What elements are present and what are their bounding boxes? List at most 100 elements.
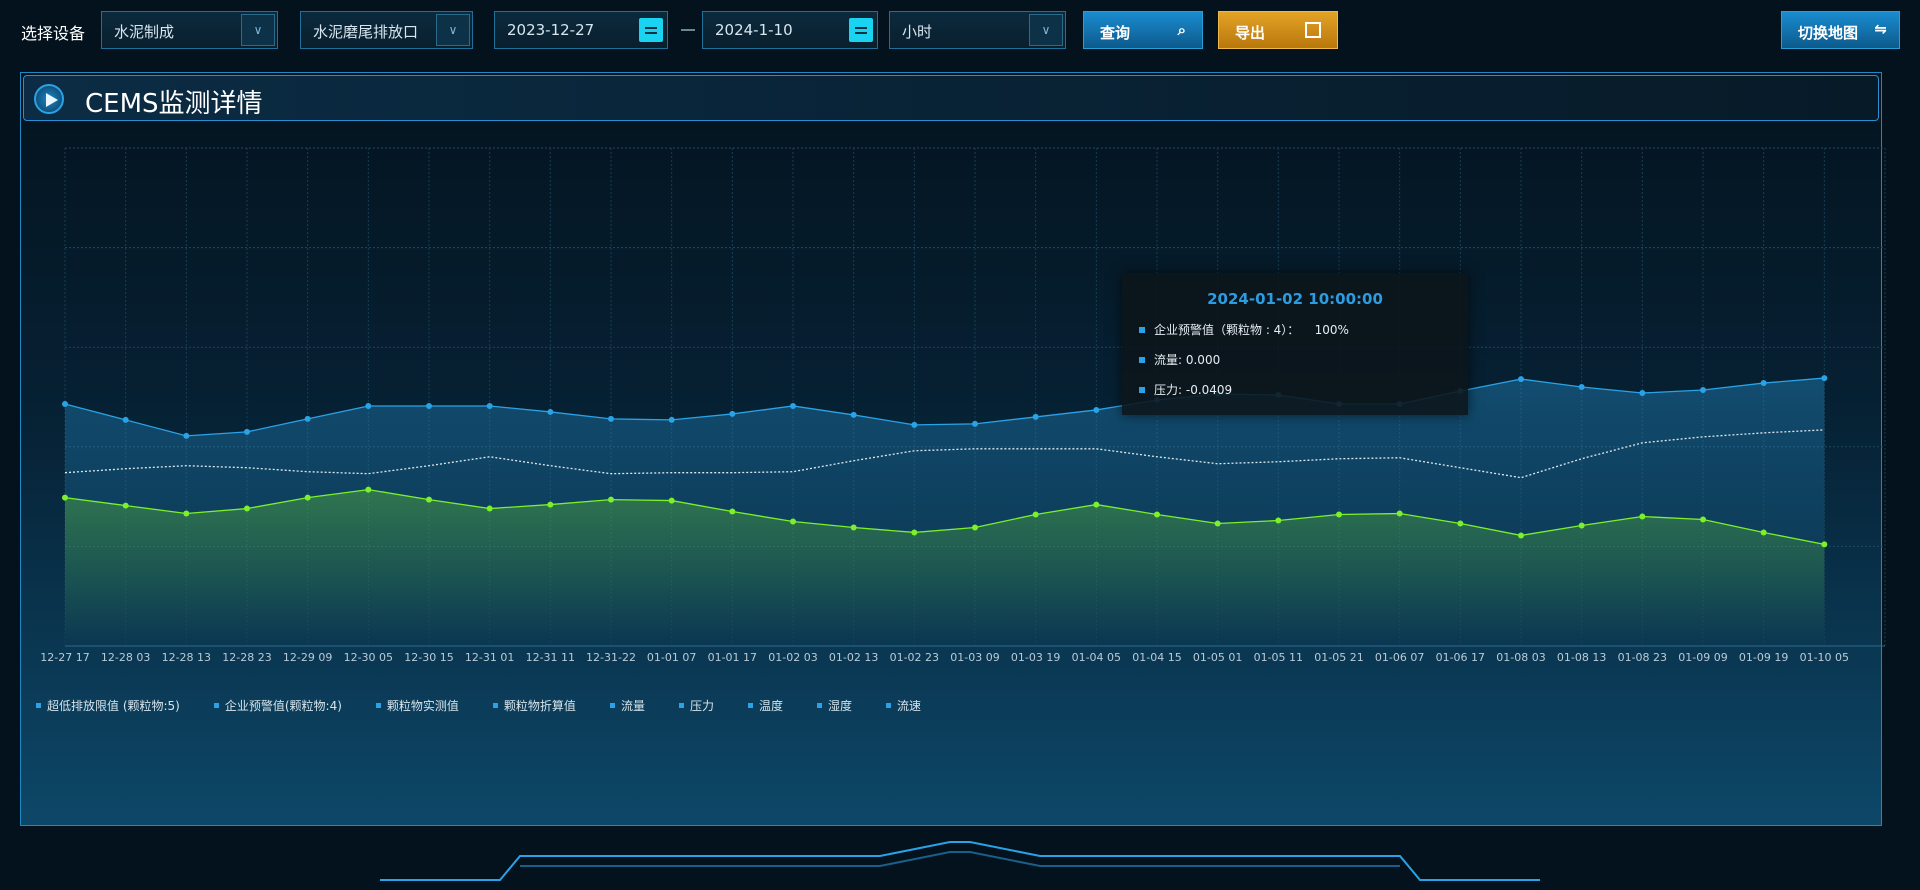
legend-marker-icon <box>375 703 381 708</box>
legend-item[interactable]: 压力 <box>678 697 714 714</box>
legend-item[interactable]: 颗粒物折算值 <box>492 697 576 714</box>
panel-title: CEMS监测详情 <box>85 89 263 119</box>
data-point <box>1518 376 1524 383</box>
data-point <box>1214 520 1221 527</box>
data-point <box>1639 390 1646 397</box>
legend-marker-icon <box>213 703 219 708</box>
x-tick-label: 12-31-22 <box>586 651 636 664</box>
legend-marker-icon <box>492 703 498 708</box>
data-point <box>1760 529 1767 536</box>
search-icon: ⌕ <box>1177 21 1186 39</box>
data-point <box>790 402 796 409</box>
end-date-value: 2024-1-10 <box>715 21 793 39</box>
data-point <box>1821 541 1828 548</box>
x-tick-label: 12-30 05 <box>344 651 393 664</box>
data-point <box>304 415 311 422</box>
x-tick-label: 12-29 09 <box>283 651 332 664</box>
device-select[interactable]: 水泥制成 ∨ <box>101 11 278 49</box>
x-tick-label: 12-31 11 <box>526 651 575 664</box>
calendar-icon[interactable] <box>849 18 873 42</box>
start-date-input[interactable]: 2023-12-27 <box>494 11 668 49</box>
x-tick-label: 01-06 07 <box>1375 651 1424 664</box>
legend-item[interactable]: 流量 <box>609 697 645 714</box>
legend-marker-icon <box>816 703 822 708</box>
x-tick-label: 01-08 03 <box>1496 651 1545 664</box>
outlet-select[interactable]: 水泥磨尾排放口 ∨ <box>300 11 473 49</box>
query-label: 查询 <box>1100 24 1131 42</box>
legend-item[interactable]: 温度 <box>747 697 783 714</box>
x-tick-label: 01-02 13 <box>829 651 878 664</box>
date-range-separator <box>681 29 695 31</box>
legend-item[interactable]: 企业预警值(颗粒物:4) <box>213 697 342 714</box>
calendar-icon[interactable] <box>639 18 663 42</box>
legend-marker-icon <box>886 703 891 708</box>
data-point <box>1093 501 1100 508</box>
data-point <box>668 497 675 504</box>
data-point <box>729 410 736 417</box>
data-point <box>1821 375 1828 382</box>
x-tick-label: 01-05 21 <box>1314 651 1363 664</box>
switch-map-button[interactable]: 切换地图 ⇋ <box>1781 11 1900 49</box>
end-date-input[interactable]: 2024-1-10 <box>702 11 878 49</box>
switch-map-label: 切换地图 <box>1798 24 1859 42</box>
legend-item[interactable]: 湿度 <box>816 697 852 714</box>
chart-tooltip: 2024-01-02 10:00:00 企业预警值（颗粒物 : 4）： 100%… <box>1122 273 1468 415</box>
x-tick-label: 01-09 19 <box>1739 651 1788 664</box>
panel-header: CEMS监测详情 <box>23 75 1879 121</box>
legend-label: 颗粒物实测值 <box>386 699 459 713</box>
data-point <box>547 408 554 415</box>
marker-icon <box>1139 356 1145 363</box>
chevron-down-icon[interactable]: ∨ <box>436 14 470 46</box>
series-line <box>64 429 1825 479</box>
start-date-value: 2023-12-27 <box>507 21 595 39</box>
legend-item[interactable]: 超低排放限值 (颗粒物:5) <box>36 697 180 714</box>
data-point <box>1700 387 1706 394</box>
data-point <box>486 402 493 409</box>
data-point <box>608 496 614 503</box>
x-tick-label: 01-01 07 <box>647 651 696 664</box>
query-button[interactable]: 查询 ⌕ <box>1083 11 1203 49</box>
data-point <box>426 402 432 409</box>
tooltip-row: 流量: 0.000 <box>1139 351 1468 368</box>
data-point <box>972 524 978 531</box>
data-point <box>1457 520 1464 527</box>
data-point <box>1032 511 1039 518</box>
data-point <box>911 421 918 428</box>
x-tick-label: 01-01 17 <box>708 651 757 664</box>
legend-marker-icon <box>678 703 684 708</box>
x-tick-label: 01-04 15 <box>1132 651 1181 664</box>
marker-icon <box>1139 386 1145 393</box>
data-point <box>304 494 311 501</box>
legend-label: 流量 <box>620 699 645 713</box>
export-button[interactable]: 导出 <box>1218 11 1338 49</box>
interval-select-value: 小时 <box>902 23 933 41</box>
legend-label: 压力 <box>689 699 714 713</box>
data-point <box>183 510 190 517</box>
x-tick-label: 01-03 09 <box>950 651 999 664</box>
chevron-down-icon[interactable]: ∨ <box>1029 14 1063 46</box>
data-point <box>608 415 614 422</box>
x-tick-label: 01-10 05 <box>1800 651 1849 664</box>
x-tick-label: 01-03 19 <box>1011 651 1060 664</box>
chevron-down-icon[interactable]: ∨ <box>241 14 275 46</box>
data-point <box>547 501 554 508</box>
data-point <box>122 502 129 509</box>
data-point <box>62 494 68 501</box>
legend-marker-icon <box>609 703 615 708</box>
legend-marker-icon <box>747 703 753 708</box>
legend-label: 流速 <box>897 699 922 713</box>
data-point <box>1093 406 1100 413</box>
x-tick-label: 12-27 17 <box>40 651 89 664</box>
x-tick-label: 01-02 03 <box>768 651 817 664</box>
legend-item[interactable]: 流速 <box>886 697 921 714</box>
data-point <box>1700 516 1706 523</box>
legend-item[interactable]: 颗粒物实测值 <box>375 697 459 714</box>
data-point <box>1336 511 1342 518</box>
toolbar: 选择设备 水泥制成 ∨ 水泥磨尾排放口 ∨ 2023-12-27 2024-1-10… <box>0 0 1920 60</box>
tooltip-row-text: 流量: 0.000 <box>1154 353 1221 367</box>
interval-select[interactable]: 小时 ∨ <box>889 11 1066 49</box>
outlet-select-value: 水泥磨尾排放口 <box>313 23 419 41</box>
data-point <box>1639 513 1646 520</box>
x-tick-label: 12-30 15 <box>404 651 453 664</box>
data-point <box>426 496 432 503</box>
